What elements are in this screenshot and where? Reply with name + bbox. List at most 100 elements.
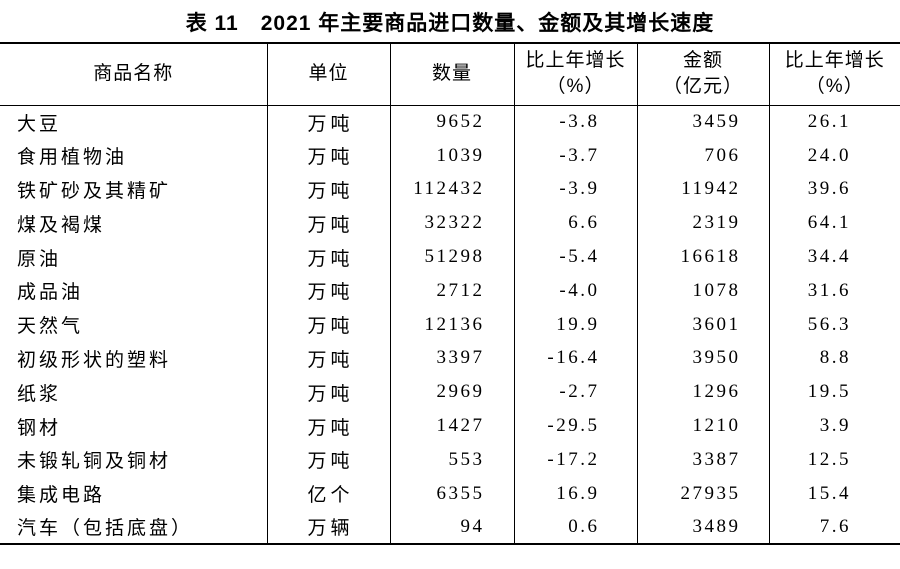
col-header-commodity-name: 商品名称 (0, 43, 267, 106)
col-header-amount-growth: 比上年增长 （%） (768, 43, 900, 106)
table-row: 大豆 万吨 9652 -3.8 3459 26.1 (0, 105, 900, 139)
quantity-cell: 9652 (389, 105, 514, 139)
amount-cell: 3489 (636, 510, 769, 545)
table-row: 纸浆 万吨 2969 -2.7 1296 19.5 (0, 375, 900, 410)
commodity-name: 铁矿砂及其精矿 (17, 180, 172, 202)
commodity-name: 纸浆 (17, 383, 62, 405)
amount-cell: 3950 (636, 341, 769, 376)
quantity-growth-cell: 0.6 (513, 510, 637, 545)
amount-growth-cell: 34.4 (768, 240, 900, 274)
amount-cell: 1296 (636, 375, 769, 410)
import-commodities-table: 商品名称 单位 数量 比上年增长 （%） 金额 （亿元） 比上年增长 （%） (0, 42, 900, 546)
quantity-growth-cell: -16.4 (513, 341, 637, 376)
quantity-growth-cell: 6.6 (513, 206, 637, 241)
table-row: 未锻轧铜及铜材 万吨 553 -17.2 3387 12.5 (0, 442, 900, 477)
header-line-2: （亿元） (662, 76, 743, 98)
header-line-2: （%） (546, 76, 605, 98)
unit-cell: 万吨 (266, 442, 390, 477)
quantity-growth-cell: -4.0 (513, 273, 637, 308)
amount-cell: 3459 (636, 105, 769, 139)
commodity-name: 煤及褐煤 (17, 214, 106, 236)
col-header-amount: 金额 （亿元） (636, 43, 769, 106)
unit-cell: 万吨 (266, 307, 390, 342)
quantity-growth-cell: -17.2 (513, 442, 637, 477)
table-row: 天然气 万吨 12136 19.9 3601 56.3 (0, 307, 900, 342)
commodity-name: 成品油 (17, 282, 84, 304)
amount-growth-cell: 3.9 (768, 409, 900, 443)
table-row: 成品油 万吨 2712 -4.0 1078 31.6 (0, 273, 900, 308)
commodity-name: 食用植物油 (17, 147, 128, 169)
header-line-1: 比上年增长 (525, 50, 626, 72)
amount-cell: 16618 (636, 240, 769, 274)
quantity-cell: 553 (389, 442, 514, 477)
quantity-growth-cell: -2.7 (513, 375, 637, 410)
quantity-cell: 51298 (389, 240, 514, 274)
table-row: 集成电路 亿个 6355 16.9 27935 15.4 (0, 476, 900, 511)
amount-cell: 1210 (636, 409, 769, 443)
amount-cell: 3601 (636, 307, 769, 342)
commodity-name: 天然气 (17, 316, 84, 338)
unit-cell: 万吨 (266, 409, 390, 443)
amount-growth-cell: 12.5 (768, 442, 900, 477)
commodity-name: 未锻轧铜及铜材 (17, 451, 172, 473)
quantity-cell: 3397 (389, 341, 514, 376)
quantity-cell: 112432 (389, 172, 514, 207)
amount-growth-cell: 56.3 (768, 307, 900, 342)
commodity-name: 大豆 (17, 113, 62, 135)
quantity-growth-cell: -3.8 (513, 105, 637, 139)
unit-cell: 万吨 (266, 341, 390, 376)
amount-cell: 27935 (636, 476, 769, 511)
unit-cell: 万吨 (266, 206, 390, 241)
quantity-cell: 32322 (389, 206, 514, 241)
amount-growth-cell: 26.1 (768, 105, 900, 139)
commodity-name: 集成电路 (17, 485, 106, 507)
amount-cell: 11942 (636, 172, 769, 207)
amount-cell: 3387 (636, 442, 769, 477)
commodity-name: 汽车（包括底盘） (17, 518, 194, 540)
amount-cell: 2319 (636, 206, 769, 241)
unit-cell: 亿个 (266, 476, 390, 511)
col-header-quantity-growth: 比上年增长 （%） (513, 43, 637, 106)
table-row: 钢材 万吨 1427 -29.5 1210 3.9 (0, 409, 900, 443)
amount-growth-cell: 31.6 (768, 273, 900, 308)
commodity-name: 原油 (17, 248, 62, 270)
quantity-cell: 6355 (389, 476, 514, 511)
quantity-growth-cell: 16.9 (513, 476, 637, 511)
quantity-cell: 1039 (389, 138, 514, 173)
table-row: 煤及褐煤 万吨 32322 6.6 2319 64.1 (0, 206, 900, 241)
amount-growth-cell: 64.1 (768, 206, 900, 241)
table-row: 食用植物油 万吨 1039 -3.7 706 24.0 (0, 138, 900, 173)
table-row: 原油 万吨 51298 -5.4 16618 34.4 (0, 240, 900, 274)
amount-growth-cell: 15.4 (768, 476, 900, 511)
quantity-growth-cell: -3.9 (513, 172, 637, 207)
header-row: 商品名称 单位 数量 比上年增长 （%） 金额 （亿元） 比上年增长 （%） (0, 43, 900, 106)
table-row: 初级形状的塑料 万吨 3397 -16.4 3950 8.8 (0, 341, 900, 376)
commodity-name: 初级形状的塑料 (17, 349, 172, 371)
quantity-cell: 2712 (389, 273, 514, 308)
header-line-2: （%） (805, 76, 864, 98)
col-header-unit: 单位 (266, 43, 390, 106)
amount-growth-cell: 7.6 (768, 510, 900, 545)
quantity-growth-cell: -29.5 (513, 409, 637, 443)
table-title: 表 11 2021 年主要商品进口数量、金额及其增长速度 (185, 12, 715, 35)
commodity-name: 钢材 (17, 417, 62, 439)
quantity-growth-cell: 19.9 (513, 307, 637, 342)
unit-cell: 万吨 (266, 273, 390, 308)
amount-cell: 1078 (636, 273, 769, 308)
quantity-cell: 1427 (389, 409, 514, 443)
amount-growth-cell: 8.8 (768, 341, 900, 376)
amount-growth-cell: 24.0 (768, 138, 900, 173)
amount-growth-cell: 19.5 (768, 375, 900, 410)
amount-growth-cell: 39.6 (768, 172, 900, 207)
unit-cell: 万吨 (266, 105, 390, 139)
unit-cell: 万吨 (266, 240, 390, 274)
header-line-1: 金额 (682, 50, 723, 72)
table-row: 铁矿砂及其精矿 万吨 112432 -3.9 11942 39.6 (0, 172, 900, 207)
quantity-growth-cell: -5.4 (513, 240, 637, 274)
quantity-growth-cell: -3.7 (513, 138, 637, 173)
quantity-cell: 94 (389, 510, 514, 545)
table-row: 汽车（包括底盘） 万辆 94 0.6 3489 7.6 (0, 510, 900, 545)
amount-cell: 706 (636, 138, 769, 173)
unit-cell: 万吨 (266, 375, 390, 410)
